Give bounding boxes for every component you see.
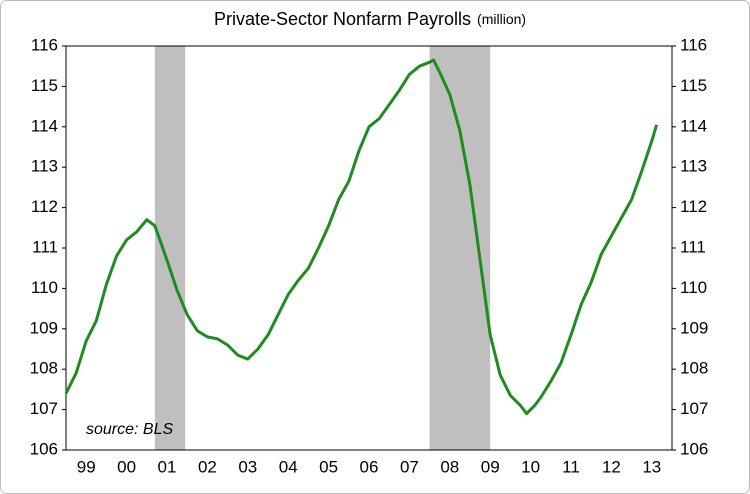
x-tick-label: 09 (481, 457, 500, 476)
annotation: source: BLS (86, 421, 173, 438)
plot-frame (65, 45, 673, 451)
y-tick-label: 108 (30, 359, 58, 378)
x-tick-label: 12 (602, 457, 621, 476)
y2-tick-label: 112 (680, 197, 707, 216)
x-tick-label: 02 (198, 457, 217, 476)
recession-band (429, 46, 491, 450)
y2-tick-label: 115 (680, 76, 707, 95)
y-tick-label: 111 (32, 237, 58, 256)
x-tick-label: 00 (117, 457, 136, 476)
x-tick-label: 99 (77, 457, 96, 476)
chart-title-unit: (million) (477, 11, 526, 27)
y-tick-label: 107 (30, 399, 58, 418)
data-line (64, 58, 659, 416)
y2-tick-label: 107 (680, 399, 708, 418)
y-tick-label: 114 (31, 116, 58, 135)
y2-tick-label: 106 (680, 439, 708, 458)
y-tick-label: 106 (30, 439, 58, 458)
x-tick-label: 13 (642, 457, 661, 476)
x-tick-label: 10 (521, 457, 540, 476)
x-tick-label: 05 (319, 457, 338, 476)
y2-tick-label: 116 (680, 35, 707, 54)
x-tick-label: 08 (440, 457, 459, 476)
x-tick-label: 06 (360, 457, 379, 476)
chart-title-group: Private-Sector Nonfarm Payrolls (million) (214, 9, 526, 29)
recession-band (154, 46, 186, 450)
x-tick-label: 01 (158, 457, 177, 476)
y-tick-label: 109 (30, 318, 58, 337)
x-tick-label: 11 (562, 457, 580, 476)
y2-tick-label: 111 (680, 237, 706, 256)
y2-tick-label: 113 (680, 157, 707, 176)
y2-tick-label: 109 (680, 318, 708, 337)
y2-tick-label: 114 (680, 116, 707, 135)
y-tick-label: 115 (31, 76, 58, 95)
y-tick-label: 110 (31, 278, 58, 297)
y-tick-label: 116 (31, 35, 58, 54)
y-tick-label: 113 (31, 157, 58, 176)
x-tick-label: 04 (279, 457, 298, 476)
chart-title: Private-Sector Nonfarm Payrolls (214, 9, 471, 29)
y-tick-label: 112 (31, 197, 58, 216)
x-tick-label: 07 (400, 457, 419, 476)
y2-tick-label: 110 (680, 278, 707, 297)
y2-tick-label: 108 (680, 359, 708, 378)
x-tick-label: 03 (238, 457, 257, 476)
